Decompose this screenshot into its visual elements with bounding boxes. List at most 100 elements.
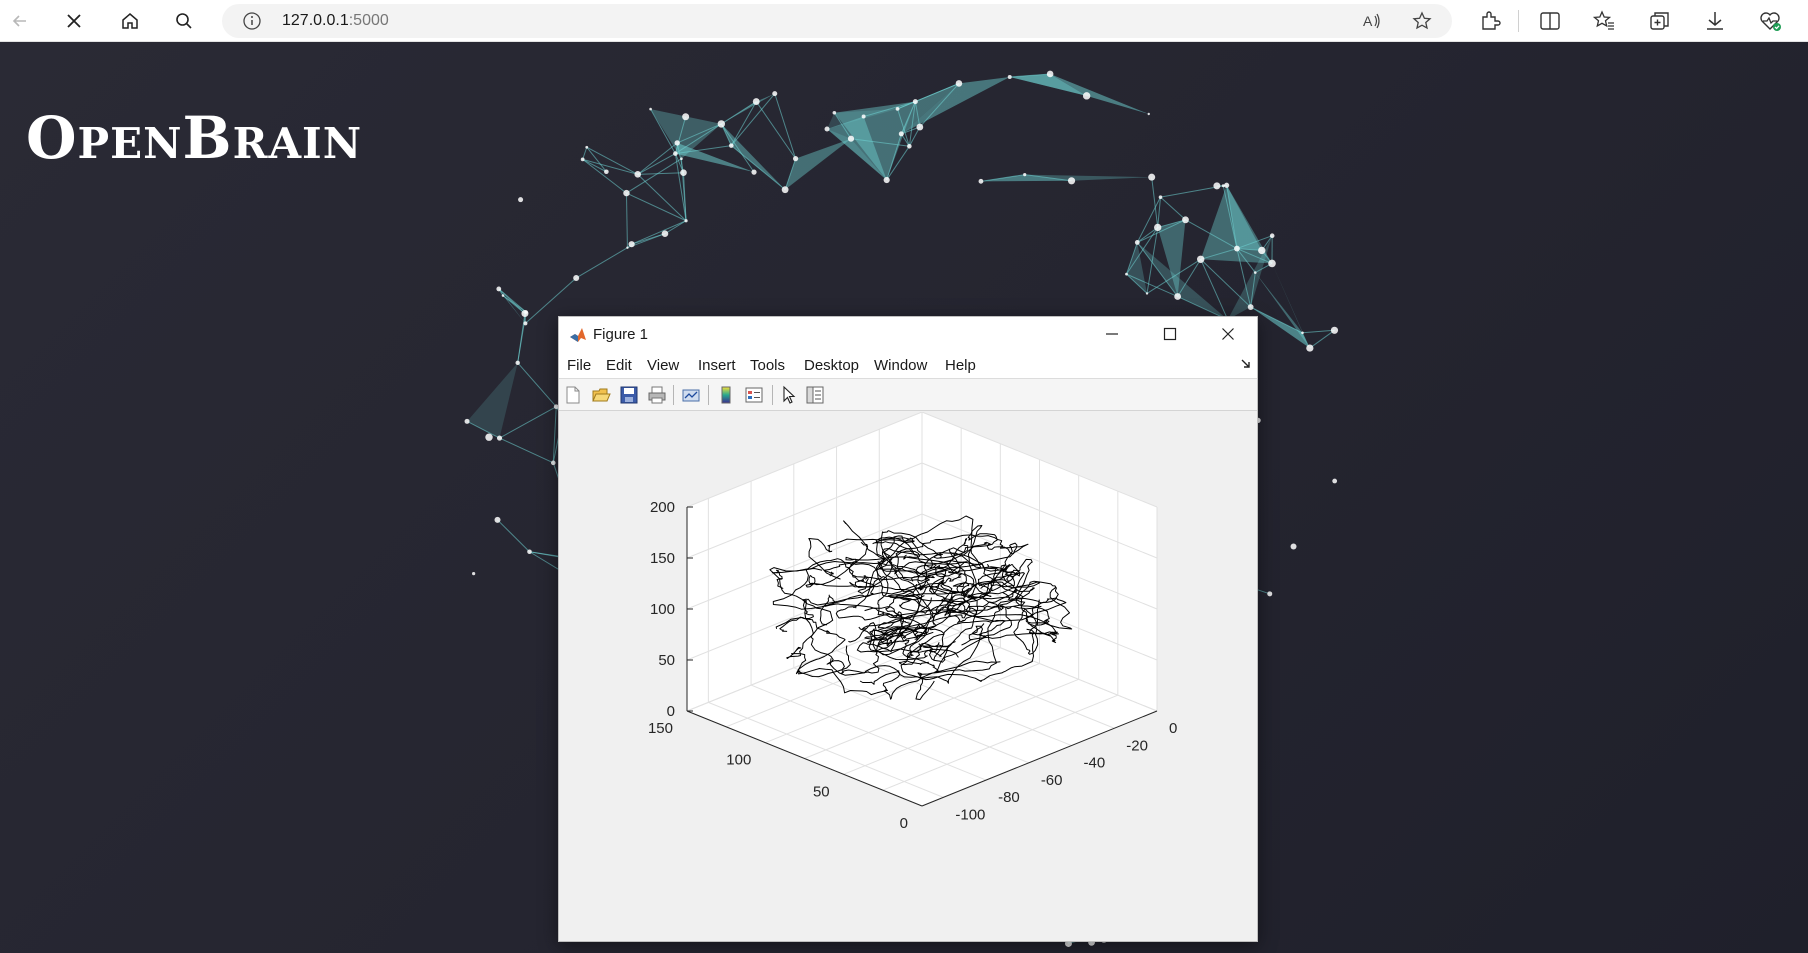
search-icon[interactable]: [168, 5, 200, 37]
menu-edit[interactable]: Edit: [606, 357, 632, 374]
network-facet: [498, 288, 526, 324]
menu-view[interactable]: View: [647, 357, 680, 374]
network-edge: [637, 173, 687, 222]
network-edge: [1309, 329, 1335, 349]
web-page: OPENBRAIN Figure 1 File Edit View Insert: [0, 42, 1808, 953]
network-edge: [1137, 219, 1186, 243]
y-tick-label: -60: [1041, 772, 1063, 789]
network-edge: [586, 146, 638, 175]
fibre-tract-line: [829, 625, 983, 684]
url-host: 127.0.0.1: [282, 12, 349, 29]
network-node: [832, 110, 837, 115]
network-edge: [466, 420, 500, 439]
network-node: [680, 169, 687, 177]
favorite-star-icon[interactable]: [1412, 11, 1432, 31]
network-edge: [586, 146, 607, 173]
network-node: [895, 106, 900, 111]
property-inspector-icon[interactable]: [805, 385, 825, 405]
plot-area[interactable]: 200 150 100 50 0 150 100 50 0 0 -20 -40 -60 -80 -100: [559, 411, 1257, 941]
menu-file[interactable]: File: [567, 357, 592, 374]
network-node: [496, 286, 502, 292]
toolbar-separator: [673, 385, 674, 405]
network-edge: [637, 153, 676, 175]
split-screen-icon[interactable]: [1538, 9, 1562, 33]
network-edge: [677, 123, 722, 144]
network-node: [907, 143, 912, 149]
menu-window[interactable]: Window: [874, 357, 928, 374]
network-node: [1147, 112, 1150, 116]
network-facet: [721, 123, 786, 190]
back-icon[interactable]: [4, 5, 36, 37]
network-facet: [901, 83, 959, 134]
network-node: [1332, 478, 1338, 484]
network-facet: [1250, 307, 1310, 349]
address-bar[interactable]: 127.0.0.1:5000 A: [222, 4, 1452, 38]
maximize-button[interactable]: [1141, 317, 1199, 351]
insert-colorbar-icon[interactable]: [716, 385, 736, 405]
network-node: [553, 404, 559, 410]
x-tick-label: 150: [648, 720, 673, 737]
network-node: [1082, 92, 1091, 100]
network-node: [524, 310, 528, 314]
network-node: [682, 113, 690, 121]
network-edge: [1160, 196, 1186, 221]
network-node: [793, 156, 799, 162]
network-node: [1145, 292, 1149, 295]
network-node: [1268, 259, 1276, 268]
network-edge: [1177, 296, 1228, 321]
network-edge: [517, 362, 557, 408]
collections-icon[interactable]: [1648, 9, 1672, 33]
network-edge: [1136, 196, 1161, 243]
print-icon[interactable]: [647, 385, 667, 405]
home-icon[interactable]: [114, 5, 146, 37]
open-file-icon[interactable]: [591, 385, 611, 405]
read-aloud-icon[interactable]: A: [1362, 11, 1382, 31]
menu-help[interactable]: Help: [945, 357, 976, 374]
figure-title-bar[interactable]: Figure 1: [559, 317, 1257, 351]
network-edge: [915, 82, 960, 103]
browser-essentials-icon[interactable]: [1758, 9, 1782, 33]
stop-icon[interactable]: [58, 5, 90, 37]
close-button[interactable]: [1199, 317, 1257, 351]
network-edge: [908, 101, 916, 147]
grid-line: [793, 667, 1030, 764]
info-icon[interactable]: [242, 11, 262, 31]
network-facet: [1255, 272, 1310, 349]
menu-insert[interactable]: Insert: [698, 357, 736, 374]
menu-desktop[interactable]: Desktop: [804, 357, 860, 374]
figure-window[interactable]: Figure 1 File Edit View Insert Tools Des…: [558, 316, 1258, 942]
network-edge: [1200, 259, 1229, 320]
extensions-icon[interactable]: [1478, 9, 1502, 33]
insert-legend-icon[interactable]: [744, 385, 764, 405]
grid-line: [921, 564, 1158, 661]
fibre-tract-line: [933, 541, 1035, 600]
network-node: [604, 169, 609, 175]
network-edge: [1157, 197, 1162, 228]
toolbar-separator: [708, 385, 709, 405]
favorites-icon[interactable]: [1592, 9, 1616, 33]
minimize-button[interactable]: [1083, 317, 1141, 351]
link-plot-icon[interactable]: [681, 385, 701, 405]
network-edge: [908, 126, 921, 147]
network-facet: [827, 116, 887, 181]
network-node: [978, 178, 984, 184]
network-edge: [626, 192, 687, 222]
new-figure-icon[interactable]: [563, 385, 583, 405]
menu-tools[interactable]: Tools: [750, 357, 786, 374]
edit-plot-icon[interactable]: [779, 385, 799, 405]
fibre-tract-line: [877, 589, 1018, 629]
browser-toolbar: 127.0.0.1:5000 A: [0, 0, 1808, 42]
maximize-icon: [1163, 327, 1177, 341]
dock-figure-icon[interactable]: [1241, 359, 1251, 369]
network-edge: [664, 220, 687, 235]
network-edge: [497, 519, 530, 553]
network-edge: [914, 101, 921, 128]
network-edge: [517, 311, 527, 363]
save-icon[interactable]: [619, 385, 639, 405]
grid-line: [921, 615, 1158, 712]
downloads-icon[interactable]: [1703, 9, 1727, 33]
network-edge: [897, 108, 910, 147]
network-facet: [827, 128, 887, 181]
network-edge: [682, 172, 687, 221]
